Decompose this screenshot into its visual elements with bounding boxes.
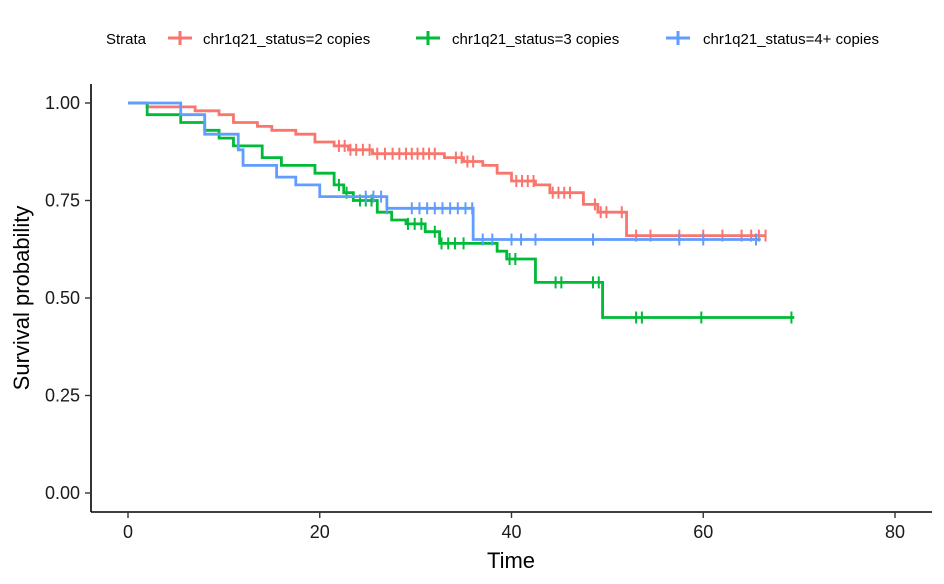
series-layer [128, 101, 795, 324]
x-tick-label: 60 [693, 522, 713, 542]
x-tick-label: 80 [885, 522, 905, 542]
y-ticks: 0.00 0.25 0.50 0.75 1.00 [45, 93, 91, 503]
x-axis-title: Time [487, 548, 535, 573]
legend-item-3-copies: chr1q21_status=3 copies [416, 31, 619, 48]
y-tick-label: 0.25 [45, 386, 80, 406]
survival-step-line [128, 101, 766, 237]
y-tick-label: 0.00 [45, 483, 80, 503]
legend-title: Strata [106, 31, 147, 48]
legend-label: chr1q21_status=4+ copies [703, 31, 879, 48]
legend-item-2-copies: chr1q21_status=2 copies [168, 31, 370, 48]
x-tick-label: 0 [123, 522, 133, 542]
legend-label: chr1q21_status=3 copies [452, 31, 619, 48]
y-tick-label: 0.75 [45, 191, 80, 211]
y-tick-label: 0.50 [45, 288, 80, 308]
y-axis-title: Survival probability [9, 206, 34, 391]
legend-item-4plus-copies: chr1q21_status=4+ copies [666, 31, 879, 48]
legend-label: chr1q21_status=2 copies [203, 31, 370, 48]
x-ticks: 0 20 40 60 80 [123, 512, 905, 542]
x-tick-label: 20 [310, 522, 330, 542]
series-1 [128, 101, 767, 242]
legend: Strata chr1q21_status=2 copies chr1q21_s… [106, 31, 879, 48]
survival-step-line [128, 101, 761, 241]
y-tick-label: 1.00 [45, 93, 80, 113]
x-tick-label: 40 [501, 522, 521, 542]
series-3 [128, 101, 761, 246]
series-2 [128, 101, 795, 324]
